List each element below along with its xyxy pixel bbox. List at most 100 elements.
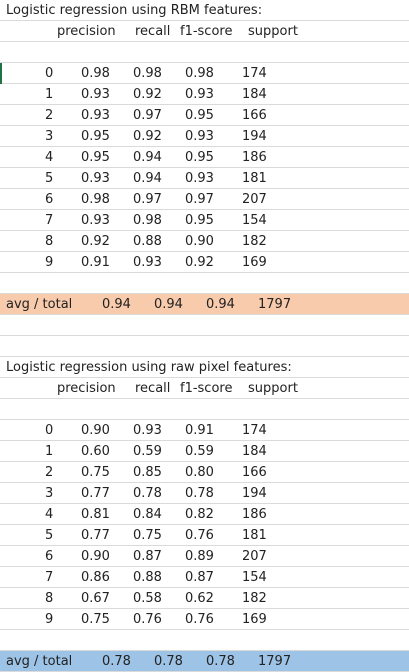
avg-metric-cell[interactable]: 0.94 [206,297,235,312]
metric-cell[interactable]: 207 [242,549,267,564]
metric-cell[interactable]: 0.98 [133,213,162,228]
metric-cell[interactable]: 0.80 [185,465,214,480]
metric-cell[interactable]: 0.89 [185,549,214,564]
metric-cell[interactable]: 0.98 [81,192,110,207]
metric-cell[interactable]: 0.97 [133,192,162,207]
avg-metric-cell[interactable]: 0.94 [102,297,131,312]
metric-cell[interactable]: 182 [242,591,267,606]
metric-cell[interactable]: 0.90 [81,549,110,564]
metric-cell[interactable]: 0.75 [81,612,110,627]
section-title[interactable]: Logistic regression using raw pixel feat… [6,360,292,375]
metric-cell[interactable]: 0.78 [185,486,214,501]
metric-cell[interactable]: 0.58 [133,591,162,606]
column-header[interactable]: recall [135,24,171,39]
metric-cell[interactable]: 0.95 [185,108,214,123]
metric-cell[interactable]: 0.93 [185,129,214,144]
metric-cell[interactable]: 0.88 [133,570,162,585]
metric-cell[interactable]: 174 [242,66,267,81]
avg-metric-cell[interactable]: 1797 [258,654,292,669]
class-label[interactable]: 5 [45,528,54,543]
metric-cell[interactable]: 154 [242,570,267,585]
metric-cell[interactable]: 0.81 [81,507,110,522]
metric-cell[interactable]: 0.92 [133,87,162,102]
metric-cell[interactable]: 0.62 [185,591,214,606]
column-header[interactable]: recall [135,381,171,396]
class-label[interactable]: 9 [45,255,54,270]
metric-cell[interactable]: 0.97 [133,108,162,123]
metric-cell[interactable]: 0.77 [81,486,110,501]
column-header[interactable]: support [248,381,298,396]
class-label[interactable]: 5 [45,171,54,186]
metric-cell[interactable]: 0.76 [185,528,214,543]
metric-cell[interactable]: 194 [242,486,267,501]
class-label[interactable]: 1 [45,87,54,102]
class-label[interactable]: 7 [45,570,54,585]
metric-cell[interactable]: 207 [242,192,267,207]
metric-cell[interactable]: 0.75 [81,465,110,480]
metric-cell[interactable]: 0.92 [133,129,162,144]
column-header[interactable]: f1-score [180,381,233,396]
column-header[interactable]: precision [57,381,116,396]
metric-cell[interactable]: 0.95 [185,150,214,165]
metric-cell[interactable]: 0.93 [81,171,110,186]
avg-metric-cell[interactable]: 0.78 [206,654,235,669]
column-header[interactable]: precision [57,24,116,39]
metric-cell[interactable]: 184 [242,87,267,102]
metric-cell[interactable]: 0.90 [81,423,110,438]
class-label[interactable]: 8 [45,234,54,249]
metric-cell[interactable]: 0.93 [185,87,214,102]
metric-cell[interactable]: 0.91 [185,423,214,438]
metric-cell[interactable]: 166 [242,465,267,480]
metric-cell[interactable]: 194 [242,129,267,144]
metric-cell[interactable]: 182 [242,234,267,249]
metric-cell[interactable]: 169 [242,255,267,270]
metric-cell[interactable]: 0.95 [81,150,110,165]
class-label[interactable]: 6 [45,192,54,207]
metric-cell[interactable]: 0.98 [133,66,162,81]
avg-metric-cell[interactable]: 0.78 [154,654,183,669]
metric-cell[interactable]: 0.76 [133,612,162,627]
metric-cell[interactable]: 0.85 [133,465,162,480]
class-label[interactable]: 0 [45,423,54,438]
class-label[interactable]: 1 [45,444,54,459]
metric-cell[interactable]: 0.98 [81,66,110,81]
metric-cell[interactable]: 0.95 [81,129,110,144]
metric-cell[interactable]: 0.93 [81,108,110,123]
metric-cell[interactable]: 184 [242,444,267,459]
metric-cell[interactable]: 0.76 [185,612,214,627]
class-label[interactable]: 7 [45,213,54,228]
class-label[interactable]: 0 [45,66,54,81]
metric-cell[interactable]: 0.90 [185,234,214,249]
class-label[interactable]: 4 [45,150,54,165]
metric-cell[interactable]: 0.93 [133,423,162,438]
metric-cell[interactable]: 0.91 [81,255,110,270]
metric-cell[interactable]: 0.94 [133,171,162,186]
metric-cell[interactable]: 0.87 [133,549,162,564]
metric-cell[interactable]: 0.86 [81,570,110,585]
avg-total-label[interactable]: avg / total [6,297,73,312]
metric-cell[interactable]: 0.93 [133,255,162,270]
metric-cell[interactable]: 169 [242,612,267,627]
section-title[interactable]: Logistic regression using RBM features: [6,3,263,18]
metric-cell[interactable]: 0.97 [185,192,214,207]
metric-cell[interactable]: 0.98 [185,66,214,81]
metric-cell[interactable]: 0.67 [81,591,110,606]
metric-cell[interactable]: 0.60 [81,444,110,459]
metric-cell[interactable]: 174 [242,423,267,438]
metric-cell[interactable]: 0.78 [133,486,162,501]
metric-cell[interactable]: 0.95 [185,213,214,228]
metric-cell[interactable]: 186 [242,507,267,522]
metric-cell[interactable]: 0.88 [133,234,162,249]
metric-cell[interactable]: 154 [242,213,267,228]
metric-cell[interactable]: 0.92 [185,255,214,270]
metric-cell[interactable]: 0.84 [133,507,162,522]
avg-metric-cell[interactable]: 0.94 [154,297,183,312]
metric-cell[interactable]: 0.94 [133,150,162,165]
class-label[interactable]: 3 [45,129,54,144]
metric-cell[interactable]: 0.77 [81,528,110,543]
class-label[interactable]: 4 [45,507,54,522]
avg-metric-cell[interactable]: 1797 [258,297,292,312]
column-header[interactable]: f1-score [180,24,233,39]
class-label[interactable]: 2 [45,465,54,480]
metric-cell[interactable]: 0.93 [81,213,110,228]
